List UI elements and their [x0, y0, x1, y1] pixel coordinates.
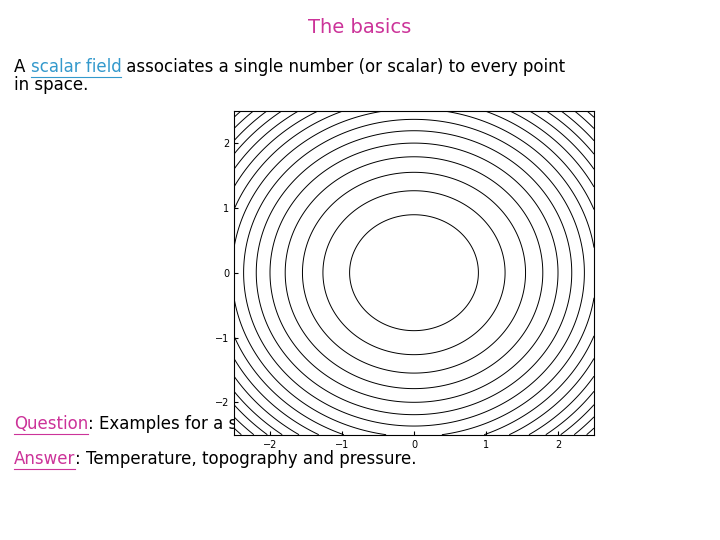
Text: scalar field: scalar field	[31, 58, 122, 76]
Text: : Temperature, topography and pressure.: : Temperature, topography and pressure.	[76, 450, 417, 468]
Text: The basics: The basics	[308, 18, 412, 37]
Text: Answer: Answer	[14, 450, 76, 468]
Text: A: A	[14, 58, 31, 76]
Text: associates a single number (or scalar) to every point: associates a single number (or scalar) t…	[122, 58, 565, 76]
Text: in space.: in space.	[14, 76, 89, 94]
Text: : Examples for a scalar field?: : Examples for a scalar field?	[89, 415, 328, 433]
Text: Question: Question	[14, 415, 89, 433]
